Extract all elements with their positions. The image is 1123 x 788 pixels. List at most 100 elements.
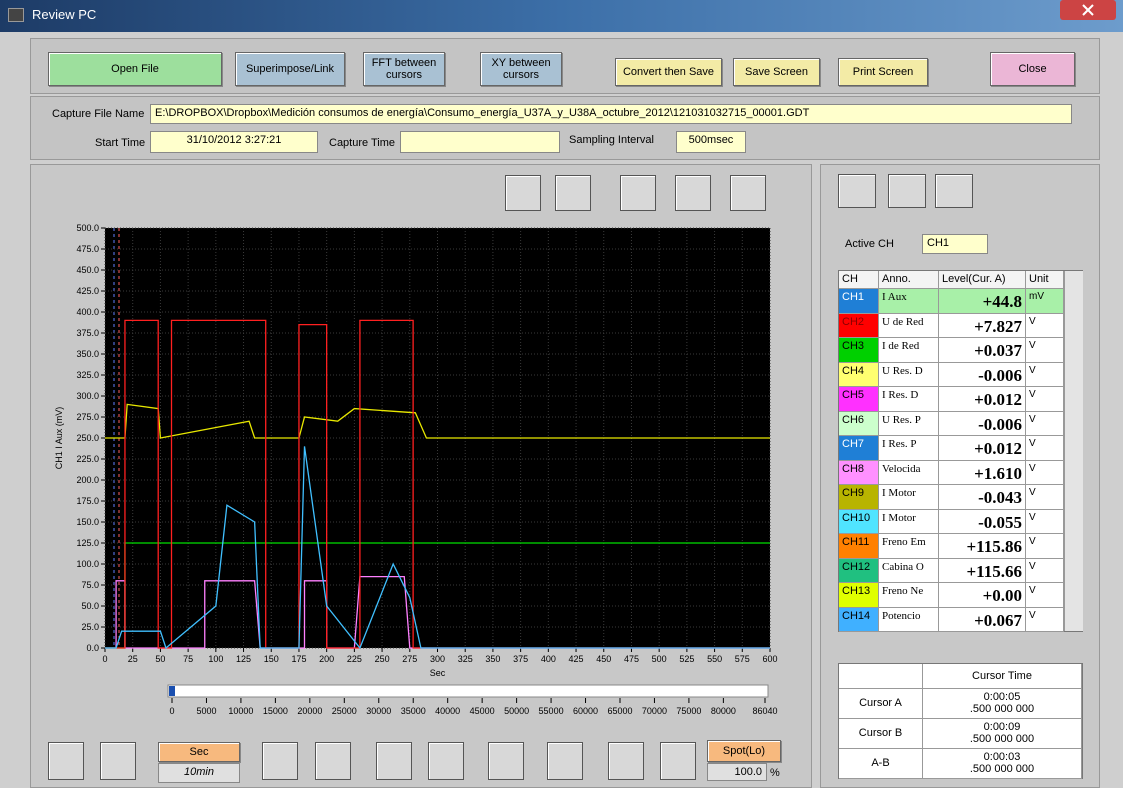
- tool-icon[interactable]: [555, 175, 591, 211]
- level-cell: +0.037: [939, 338, 1026, 363]
- scroll-tick-label: 10000: [228, 706, 253, 716]
- level-cell: -0.006: [939, 411, 1026, 436]
- spot-value: 100.0: [707, 763, 767, 781]
- level-cell: +0.067: [939, 607, 1026, 632]
- fraction: .500 000 000: [969, 733, 1035, 745]
- channel-cell[interactable]: CH9: [839, 485, 879, 510]
- button[interactable]: Print Screen: [838, 58, 928, 86]
- tool-icon[interactable]: [48, 742, 84, 780]
- unit-cell: V: [1026, 558, 1064, 583]
- channel-cell[interactable]: CH10: [839, 509, 879, 534]
- tool-icon[interactable]: [315, 742, 351, 780]
- cursor-table: Cursor Time Cursor A 0:00:05.500 000 000 Cu…: [838, 663, 1083, 779]
- cursor-icon[interactable]: [935, 174, 973, 208]
- anno-cell: I de Red: [879, 338, 939, 363]
- scroll-tick-label: 40000: [435, 706, 460, 716]
- tool-icon[interactable]: [547, 742, 583, 780]
- button[interactable]: Convert then Save: [615, 58, 722, 86]
- level-cell: +115.66: [939, 558, 1026, 583]
- x-tick-label: 500: [652, 654, 667, 664]
- channel-cell[interactable]: CH12: [839, 558, 879, 583]
- time: 0:00:03: [983, 751, 1021, 763]
- anno-cell: I Motor: [879, 485, 939, 510]
- field: E:\DROPBOX\Dropbox\Medición consumos de …: [150, 104, 1072, 124]
- channel-cell[interactable]: CH14: [839, 607, 879, 632]
- channel-cell[interactable]: CH6: [839, 411, 879, 436]
- level-cell: -0.043: [939, 485, 1026, 510]
- scroll-tick-label: 35000: [401, 706, 426, 716]
- field: CH1: [922, 234, 988, 254]
- tool-icon[interactable]: [608, 742, 644, 780]
- button[interactable]: FFT between cursors: [363, 52, 445, 86]
- x-tick-label: 175: [291, 654, 306, 664]
- channel-cell[interactable]: CH7: [839, 436, 879, 461]
- tool-icon[interactable]: [660, 742, 696, 780]
- channel-cell[interactable]: CH1: [839, 289, 879, 314]
- unit-cell: V: [1026, 436, 1064, 461]
- x-tick-label: 575: [735, 654, 750, 664]
- window-title: Review PC: [32, 7, 97, 22]
- unit-cell: V: [1026, 607, 1064, 632]
- level-cell: +0.012: [939, 387, 1026, 412]
- tool-icon[interactable]: [262, 742, 298, 780]
- tool-icon[interactable]: [100, 742, 136, 780]
- button[interactable]: Close: [990, 52, 1075, 86]
- x-tick-label: 0: [102, 654, 107, 664]
- x-tick-label: 125: [236, 654, 251, 664]
- button[interactable]: Save Screen: [733, 58, 820, 86]
- channel-cell[interactable]: CH2: [839, 313, 879, 338]
- channel-cell[interactable]: CH3: [839, 338, 879, 363]
- field: 500msec: [676, 131, 746, 153]
- unit-cell: V: [1026, 338, 1064, 363]
- y-tick-label: 400.0: [76, 307, 99, 317]
- header-cell: Unit: [1026, 271, 1064, 289]
- scroll-tick-label: 15000: [263, 706, 288, 716]
- close-x[interactable]: [1060, 0, 1116, 20]
- title-bar: Review PC: [0, 0, 1123, 32]
- y-tick-label: 350.0: [76, 349, 99, 359]
- anno-cell: Freno Em: [879, 534, 939, 559]
- x-tick-label: 100: [208, 654, 223, 664]
- tool-icon[interactable]: [505, 175, 541, 211]
- button[interactable]: Superimpose/Link: [235, 52, 345, 86]
- tool-icon[interactable]: [376, 742, 412, 780]
- anno-cell: U Res. P: [879, 411, 939, 436]
- spot-dropdown[interactable]: Spot(Lo): [707, 740, 781, 762]
- app-icon: [8, 8, 24, 22]
- cursor-name: A-B: [839, 749, 923, 779]
- channel-cell[interactable]: CH11: [839, 534, 879, 559]
- unit-dropdown[interactable]: Sec: [158, 742, 240, 762]
- tool-icon[interactable]: [488, 742, 524, 780]
- tool-icon[interactable]: [428, 742, 464, 780]
- x-tick-label: 425: [569, 654, 584, 664]
- header-cell: Level(Cur. A): [939, 271, 1026, 289]
- tool-icon[interactable]: [730, 175, 766, 211]
- y-tick-label: 0.0: [86, 643, 99, 653]
- label: Active CH: [845, 238, 894, 250]
- channel-cell[interactable]: CH8: [839, 460, 879, 485]
- button[interactable]: XY between cursors: [480, 52, 562, 86]
- level-cell: +0.00: [939, 583, 1026, 608]
- scroll-tick-label: 20000: [297, 706, 322, 716]
- label: Capture Time: [329, 137, 396, 149]
- x-axis-label: Sec: [430, 668, 446, 678]
- y-tick-label: 75.0: [81, 580, 99, 590]
- cursor-name: Cursor B: [839, 719, 923, 749]
- header-cell: Anno.: [879, 271, 939, 289]
- channel-cell[interactable]: CH4: [839, 362, 879, 387]
- x-tick-label: 325: [458, 654, 473, 664]
- scroll-tick-label: 55000: [539, 706, 564, 716]
- channel-table: CH Anno. Level(Cur. A) Unit CH1 I Aux +44.8 mV C…: [838, 270, 1083, 632]
- anno-cell: I Motor: [879, 509, 939, 534]
- channel-cell[interactable]: CH5: [839, 387, 879, 412]
- scroll-tick-label: 86040: [752, 706, 777, 716]
- header-cell: Cursor Time: [923, 664, 1082, 689]
- channel-cell[interactable]: CH13: [839, 583, 879, 608]
- tool-icon[interactable]: [620, 175, 656, 211]
- field: [400, 131, 560, 153]
- tool-icon[interactable]: [675, 175, 711, 211]
- unit-cell: V: [1026, 583, 1064, 608]
- button[interactable]: Open File: [48, 52, 222, 86]
- cursor-icon[interactable]: [838, 174, 876, 208]
- cursor-icon[interactable]: [888, 174, 926, 208]
